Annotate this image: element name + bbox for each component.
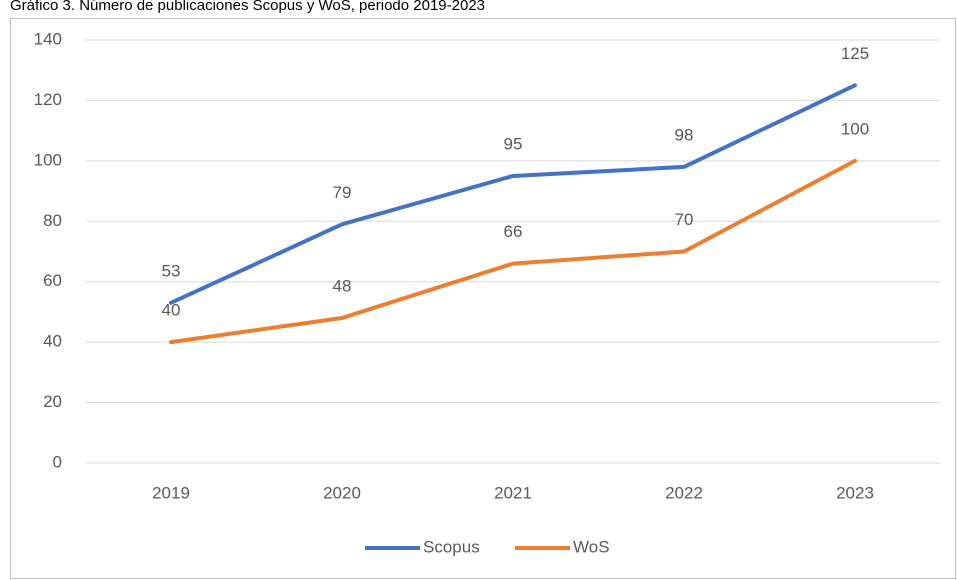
x-tick-label: 2019 — [152, 483, 190, 502]
data-label: 98 — [675, 125, 694, 144]
data-label: 100 — [841, 119, 869, 138]
y-tick-label: 60 — [43, 271, 62, 290]
legend-label: Scopus — [423, 537, 480, 556]
y-tick-label: 120 — [34, 90, 62, 109]
data-label: 40 — [162, 301, 181, 320]
y-tick-label: 140 — [34, 29, 62, 48]
x-tick-label: 2022 — [665, 483, 703, 502]
data-label: 53 — [162, 261, 181, 280]
series-line — [169, 83, 857, 305]
x-tick-label: 2020 — [323, 483, 361, 502]
y-tick-label: 40 — [43, 332, 62, 351]
series-line — [169, 158, 857, 345]
x-tick-label: 2021 — [494, 483, 532, 502]
data-label: 79 — [333, 183, 352, 202]
x-tick-label: 2023 — [836, 483, 874, 502]
y-tick-label: 20 — [43, 392, 62, 411]
data-label: 70 — [675, 210, 694, 229]
data-label: 125 — [841, 44, 869, 63]
y-tick-label: 100 — [34, 150, 62, 169]
y-tick-label: 0 — [53, 452, 62, 471]
data-label: 48 — [333, 276, 352, 295]
legend-label: WoS — [573, 537, 610, 556]
data-label: 66 — [504, 222, 523, 241]
y-tick-label: 80 — [43, 211, 62, 230]
data-label: 95 — [504, 134, 523, 153]
chart-title: Gráfico 3. Número de publicaciones Scopu… — [10, 0, 485, 14]
